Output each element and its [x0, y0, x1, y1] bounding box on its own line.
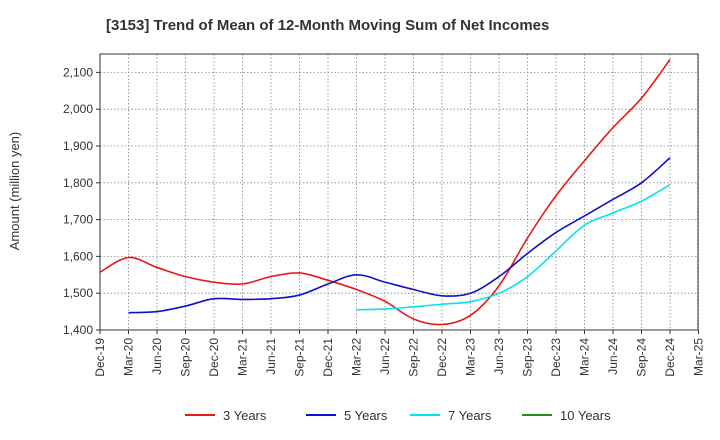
series-line-5-years — [128, 157, 671, 314]
x-axis-ticks: Dec-19 Mar-20 Jun-20 Sep-20 Dec-20 Mar-21 Jun-… — [93, 330, 706, 377]
chart-title: [3153] Trend of Mean of 12-Month Moving … — [106, 17, 549, 34]
x-tick-label: Mar-24 — [578, 338, 592, 376]
y-tick-label: 1,500 — [63, 286, 93, 300]
legend-label: 10 Years — [560, 408, 611, 423]
x-tick-label: Sep-23 — [521, 338, 535, 377]
x-tick-label: Jun-22 — [378, 338, 392, 375]
x-tick-label: Mar-20 — [122, 338, 136, 376]
grid — [99, 54, 699, 331]
x-tick-label: Jun-23 — [492, 338, 506, 375]
x-tick-label: Dec-21 — [321, 338, 335, 377]
x-tick-label: Dec-22 — [435, 338, 449, 377]
y-axis-ticks: 1,400 1,500 1,600 1,700 1,800 1,900 2,000 2,100 — [63, 65, 100, 337]
legend-label: 3 Years — [223, 408, 267, 423]
x-tick-label: Mar-22 — [350, 338, 364, 376]
series-line-3-years — [99, 59, 671, 326]
legend-label: 7 Years — [448, 408, 492, 423]
x-tick-label: Sep-22 — [407, 338, 421, 377]
x-tick-label: Dec-24 — [663, 338, 677, 377]
x-tick-label: Jun-24 — [606, 338, 620, 375]
x-tick-label: Dec-20 — [207, 338, 221, 377]
legend-label: 5 Years — [344, 408, 388, 423]
y-tick-label: 2,000 — [63, 102, 93, 116]
x-tick-label: Sep-24 — [635, 338, 649, 377]
series-line-7-years — [356, 183, 671, 311]
x-tick-label: Jun-20 — [150, 338, 164, 375]
x-tick-label: Sep-20 — [179, 338, 193, 377]
x-tick-label: Mar-25 — [692, 338, 706, 376]
y-tick-label: 1,400 — [63, 323, 93, 337]
y-tick-label: 1,900 — [63, 139, 93, 153]
series-lines — [99, 59, 671, 326]
y-tick-label: 1,800 — [63, 176, 93, 190]
y-tick-label: 1,600 — [63, 249, 93, 263]
x-tick-label: Jun-21 — [264, 338, 278, 375]
y-tick-label: 1,700 — [63, 213, 93, 227]
plot-area-frame — [99, 53, 699, 331]
x-tick-label: Sep-21 — [293, 338, 307, 377]
x-tick-label: Dec-23 — [549, 338, 563, 377]
x-tick-label: Mar-23 — [464, 338, 478, 376]
legend: 3 Years 5 Years 7 Years 10 Years — [185, 408, 611, 423]
x-tick-label: Dec-19 — [93, 338, 107, 377]
y-axis-label: Amount (million yen) — [7, 132, 22, 251]
y-tick-label: 2,100 — [63, 65, 93, 79]
x-tick-label: Mar-21 — [236, 338, 250, 376]
